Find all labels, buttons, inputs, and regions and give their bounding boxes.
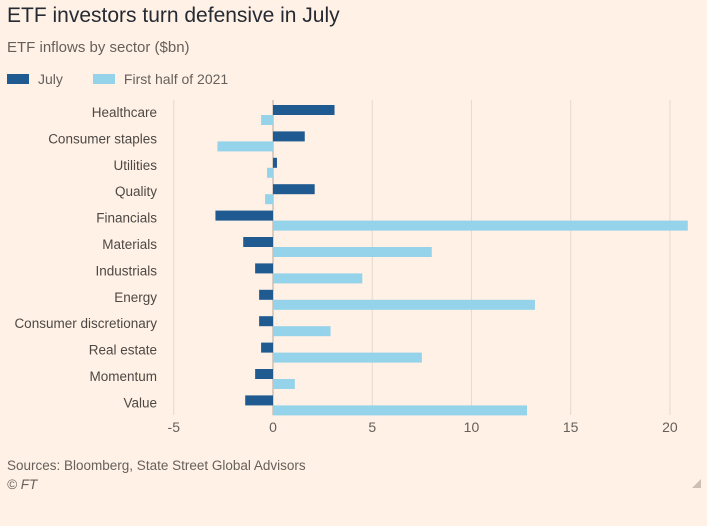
x-tick-label: -5 (168, 419, 181, 435)
bar-first-half (273, 299, 535, 310)
bar-first-half (273, 379, 295, 389)
legend-label-first-half: First half of 2021 (123, 71, 229, 87)
bar-first-half (273, 247, 432, 257)
bar-july (261, 342, 273, 353)
bar-july (259, 316, 273, 327)
bar-chart: -5 0 5 10 15 20 Healthcare Consumer staples Util… (14, 100, 688, 435)
x-tick-label: 5 (368, 419, 376, 435)
category-label: Energy (114, 290, 157, 305)
resize-handle-icon[interactable] (692, 479, 701, 488)
category-label: Utilities (113, 158, 157, 173)
bar-july (259, 289, 273, 300)
bar-first-half (267, 167, 273, 178)
bar-july (255, 263, 273, 274)
bar-july (245, 395, 273, 406)
legend-item-first-half: First half of 2021 (92, 71, 229, 87)
category-label: Financials (96, 211, 157, 226)
bar-july (215, 210, 273, 221)
x-tick-label: 0 (269, 419, 277, 435)
category-label: Consumer discretionary (14, 316, 157, 331)
bar-first-half (273, 405, 528, 416)
chart-subtitle: ETF inflows by sector ($bn) (7, 39, 190, 56)
bar-first-half (217, 141, 273, 152)
bar-first-half (273, 326, 331, 337)
bar-first-half (273, 273, 363, 284)
category-label: Consumer staples (48, 131, 157, 146)
bar-july (273, 184, 315, 195)
category-label: Quality (115, 184, 157, 199)
bar-first-half (273, 352, 422, 363)
category-label: Healthcare (92, 105, 157, 120)
bar-first-half (261, 115, 273, 125)
bar-july (243, 237, 273, 247)
x-tick-label: 10 (464, 419, 480, 435)
source-note: Sources: Bloomberg, State Street Global … (7, 458, 306, 473)
category-label: Real estate (89, 343, 157, 358)
legend-swatch-july (7, 74, 29, 84)
category-label: Value (123, 395, 157, 410)
copyright-note: © FT (7, 477, 38, 492)
bar-july (273, 131, 305, 142)
bar-first-half (265, 194, 273, 205)
legend-swatch-first-half (92, 74, 115, 84)
bar-july (273, 157, 277, 168)
category-label: Momentum (89, 369, 157, 384)
x-tick-label: 15 (563, 419, 579, 435)
bar-july (255, 369, 273, 379)
x-tick-label: 20 (662, 419, 678, 435)
category-label: Industrials (95, 263, 157, 278)
chart-legend: July First half of 2021 (7, 71, 258, 87)
bar-july (273, 105, 335, 115)
bar-first-half (273, 220, 688, 231)
legend-label-july: July (38, 71, 63, 87)
legend-item-july: July (7, 71, 63, 87)
category-label: Materials (102, 237, 157, 252)
chart-title: ETF investors turn defensive in July (7, 4, 340, 27)
